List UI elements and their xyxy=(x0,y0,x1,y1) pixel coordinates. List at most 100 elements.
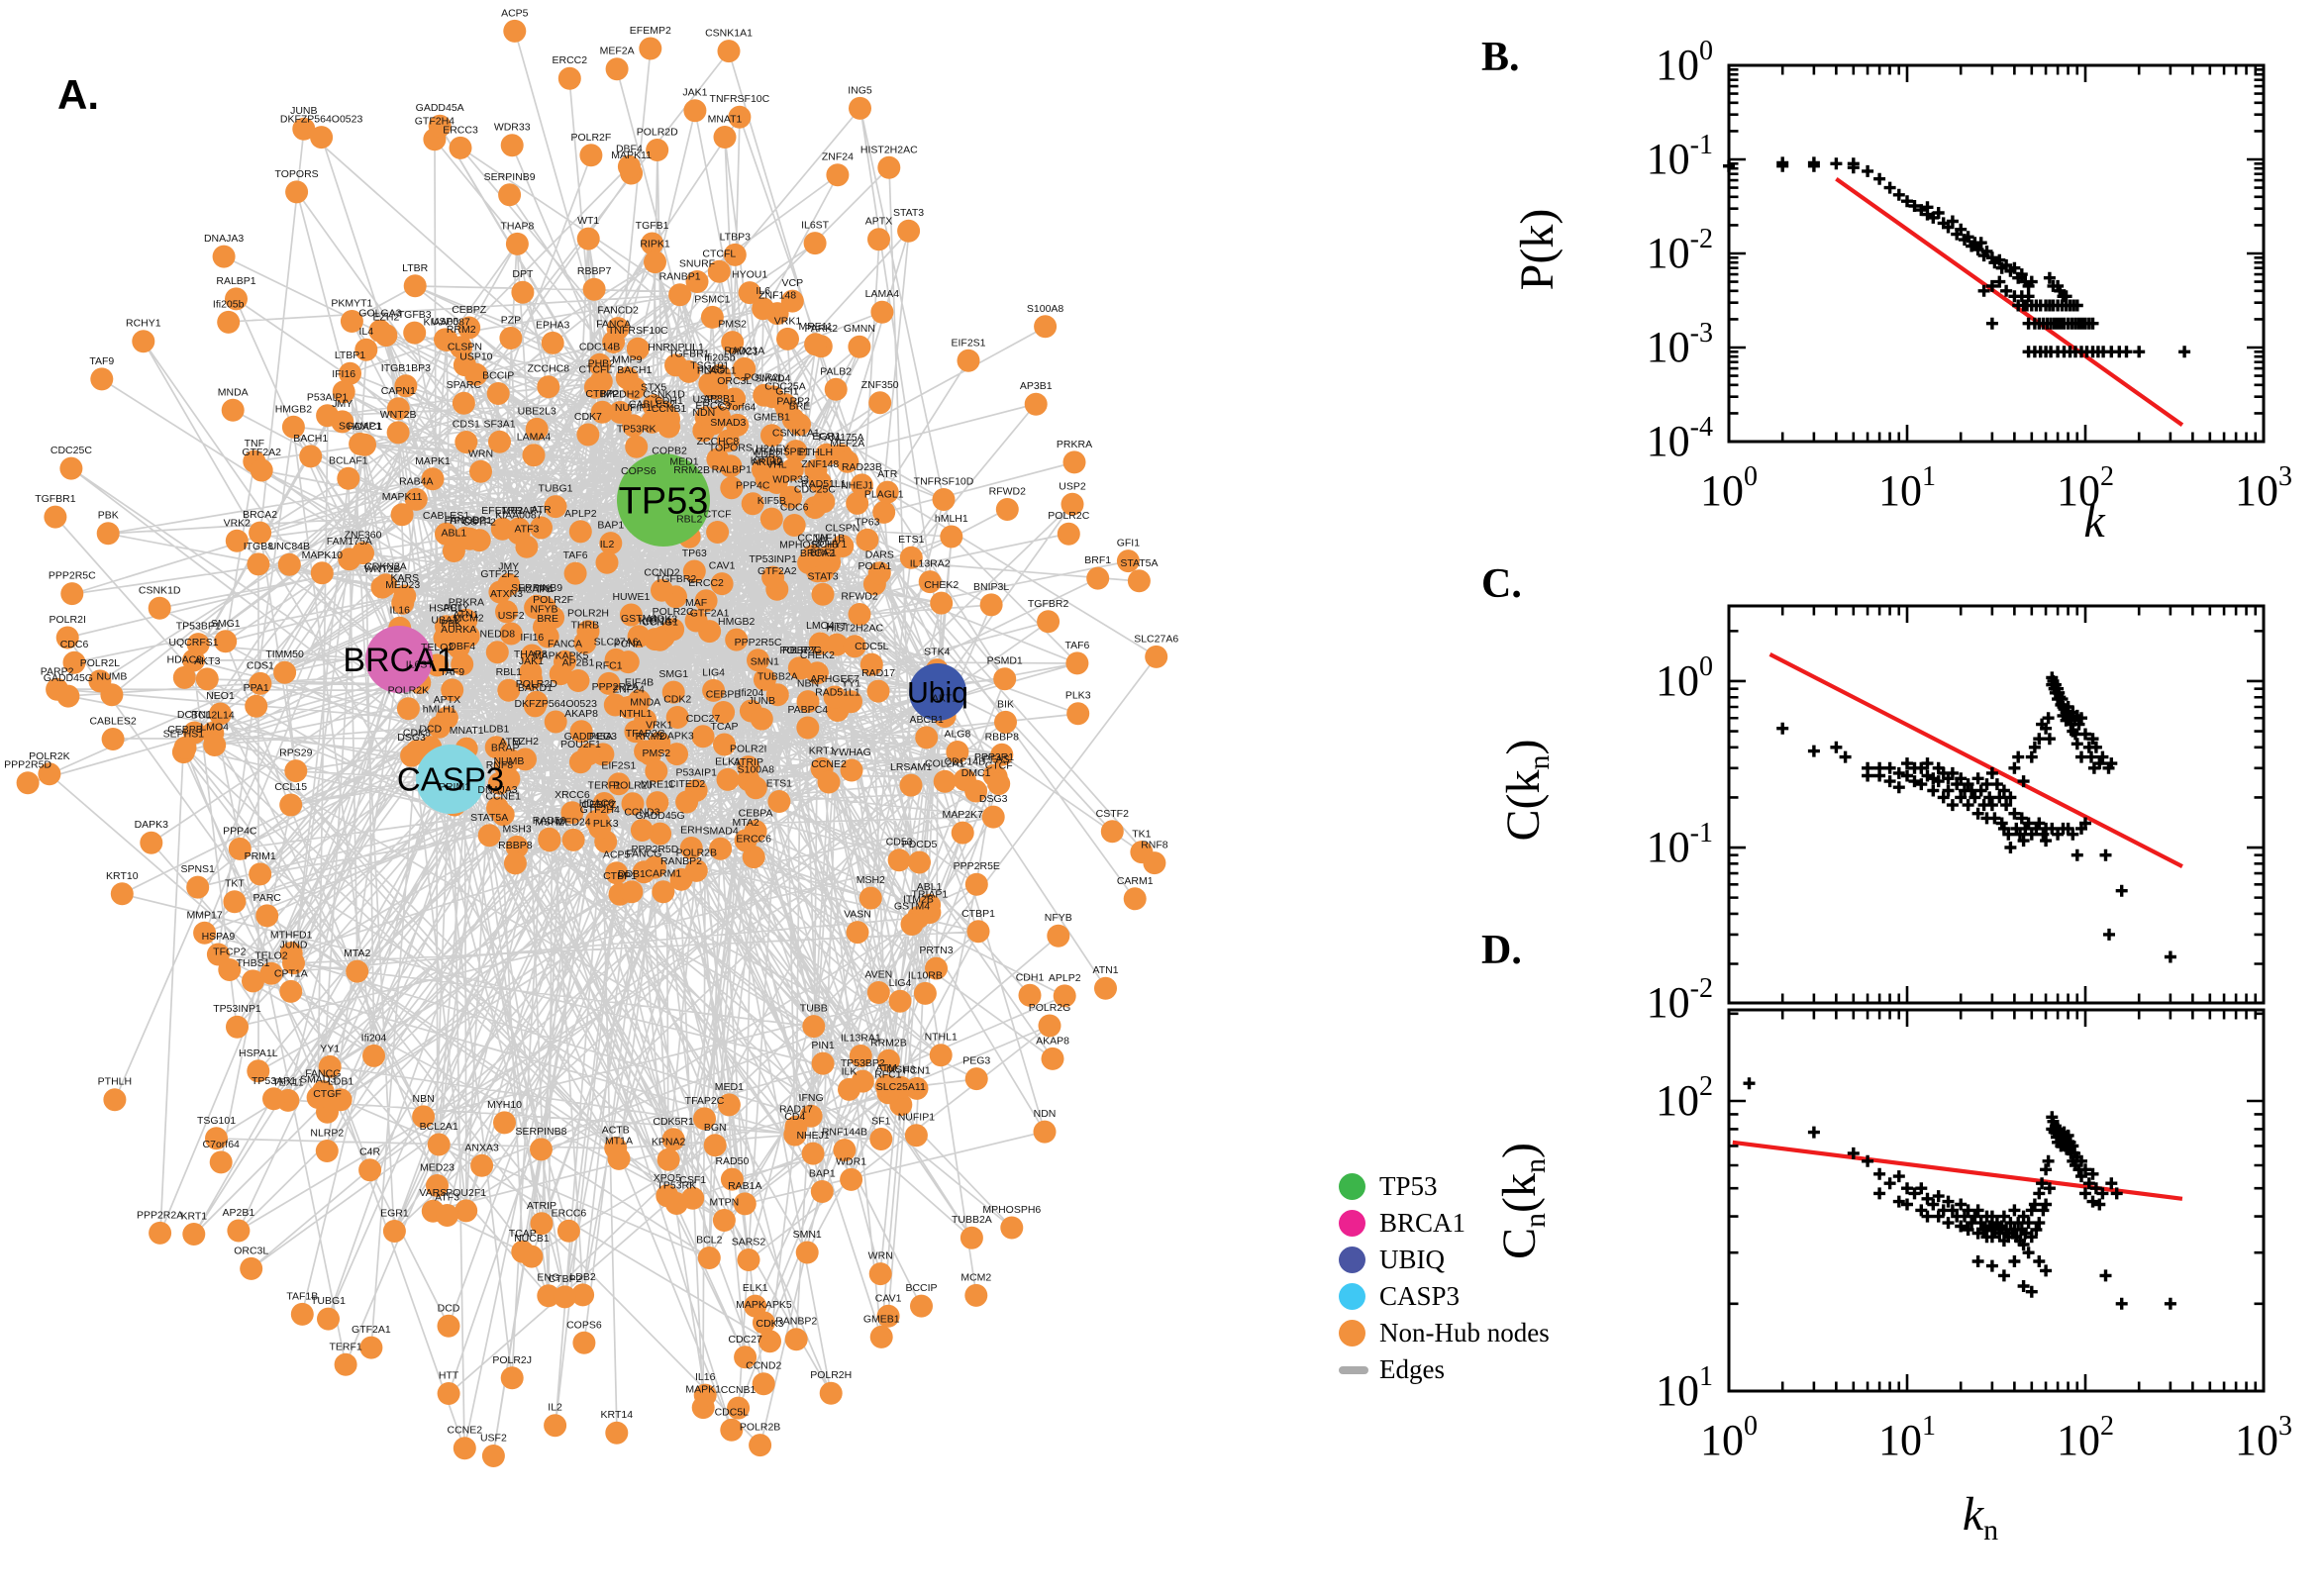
gene-node xyxy=(801,1142,825,1165)
gene-label: KARS xyxy=(391,572,420,584)
gene-label: GTF2A2 xyxy=(242,447,281,458)
gene-label: BIK xyxy=(997,698,1014,710)
gene-label: PSMC1 xyxy=(694,293,730,305)
gene-node xyxy=(760,385,784,409)
gene-node xyxy=(876,1304,900,1328)
gene-node xyxy=(808,632,832,655)
gene-node xyxy=(523,694,547,718)
gene-label: KIAA0087 xyxy=(424,317,470,329)
gene-label: CDC27 xyxy=(728,1334,762,1346)
gene-node xyxy=(765,683,789,707)
gene-node xyxy=(915,726,939,749)
gene-label: RALBP1 xyxy=(216,275,255,287)
gene-node xyxy=(700,305,724,329)
gene-label: DBF4 xyxy=(449,641,475,652)
gene-label: DKFZP564O0523 xyxy=(280,114,363,126)
gene-label: COPB2 xyxy=(652,445,687,456)
gene-node xyxy=(203,734,227,756)
gene-node xyxy=(186,633,210,656)
gene-label: POLR2L xyxy=(80,657,120,669)
gene-node xyxy=(426,1174,449,1197)
gene-node xyxy=(616,650,640,674)
gene-node xyxy=(628,689,651,713)
gene-node xyxy=(1033,1120,1057,1144)
network-panel: TP53RK KIAA0087 THAP8 CDC14B DSG3 NTHL1 CEBPZ V… xyxy=(4,7,1178,1467)
gene-node xyxy=(995,498,1019,521)
gene-label: POLR2B xyxy=(740,1422,780,1434)
gene-node xyxy=(339,361,361,385)
gene-node xyxy=(713,733,736,756)
gene-node xyxy=(435,706,458,730)
gene-label: CARM1 xyxy=(645,868,681,880)
gene-label: MCM2 xyxy=(960,1271,991,1283)
gene-label: DNAJA3 xyxy=(204,233,244,245)
gene-node xyxy=(617,154,641,178)
gene-node xyxy=(503,851,527,875)
gene-node xyxy=(1057,522,1080,546)
gene-label: CDC25C xyxy=(794,484,836,496)
gene-node xyxy=(561,828,585,851)
gene-label: EIF4B xyxy=(625,677,654,689)
scatter-points-c xyxy=(1776,671,2176,963)
gene-node xyxy=(703,1134,727,1157)
gene-node xyxy=(441,678,464,702)
gene-node xyxy=(279,793,303,817)
gene-label: ZNF148 xyxy=(758,290,796,302)
gene-label: CDK7 xyxy=(574,411,602,423)
gene-label: HSPA9 xyxy=(202,931,236,943)
gene-label: BCCIP xyxy=(482,370,514,382)
gene-node xyxy=(514,748,537,771)
gene-label: MED23 xyxy=(420,1162,454,1174)
gene-node xyxy=(684,858,708,882)
gene-label: BARD1 xyxy=(518,682,553,694)
gene-node xyxy=(639,37,662,60)
gene-label: NUMB xyxy=(493,755,524,767)
gene-node xyxy=(665,743,688,766)
gene-label: ZCCHC8 xyxy=(697,436,740,448)
gene-label: NTHL1 xyxy=(925,1032,958,1044)
gene-node xyxy=(859,652,883,676)
gene-node xyxy=(573,631,597,654)
gene-node xyxy=(979,593,1003,617)
gene-label: MED24 xyxy=(556,816,591,828)
gene-label: POLR2C xyxy=(1048,510,1089,522)
gene-label: Ifi204 xyxy=(361,1032,387,1044)
gene-label: IL10RB xyxy=(908,969,943,981)
gene-label: CAV1 xyxy=(709,560,736,572)
gene-label: HSPA1L xyxy=(239,1047,278,1059)
gene-label: CDK5R1 xyxy=(653,1116,694,1128)
gene-label: POLR2K xyxy=(29,750,69,762)
gene-node xyxy=(437,1382,460,1405)
gene-label: GADD45G xyxy=(44,672,93,684)
gene-node xyxy=(110,882,134,906)
gene-node xyxy=(812,490,836,514)
gene-node xyxy=(784,1328,808,1351)
gene-label: PARP2 xyxy=(41,665,74,677)
gene-node xyxy=(819,1381,843,1405)
gene-label: TGFBR1 xyxy=(668,348,710,359)
gene-label: HDAC8 xyxy=(579,797,615,809)
gene-node xyxy=(817,770,841,794)
gene-node xyxy=(646,139,669,161)
gene-node xyxy=(421,467,445,491)
gene-node xyxy=(668,283,692,307)
gene-node xyxy=(306,1086,330,1109)
gene-label: WDR33 xyxy=(494,122,531,134)
gene-label: CTCF xyxy=(704,509,732,521)
gene-node xyxy=(964,872,988,896)
gene-label: RANBP1 xyxy=(659,271,701,283)
legend: TP53 BRCA1 UBIQ CASP3 Non-Hub nodes Edges xyxy=(1339,1168,1550,1388)
gene-label: LDB1 xyxy=(483,724,509,736)
gene-node xyxy=(55,626,79,649)
gene-label: LIG4 xyxy=(889,977,912,989)
gene-label: TUBG1 xyxy=(311,1295,346,1307)
node-swatch-icon xyxy=(1339,1283,1365,1310)
gene-node xyxy=(454,1199,478,1223)
gene-label: CCND2 xyxy=(644,566,679,578)
gene-label: SMG1 xyxy=(211,618,241,630)
gene-node xyxy=(497,678,521,702)
gene-node xyxy=(801,545,825,568)
gene-label: LDB2 xyxy=(569,1271,595,1283)
gene-label: CSNK1A1 xyxy=(705,28,753,40)
gene-node xyxy=(877,155,901,179)
